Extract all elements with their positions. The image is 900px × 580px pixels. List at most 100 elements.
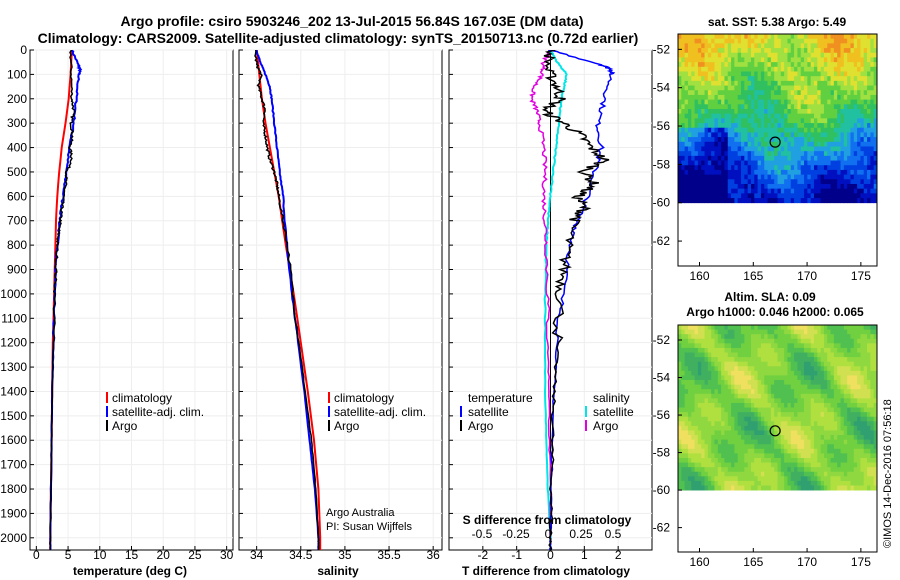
map-cell: [823, 174, 828, 180]
map-cell: [697, 38, 702, 44]
map-cell: [794, 48, 798, 54]
map-cell: [754, 448, 758, 454]
map-cell: [777, 71, 782, 77]
map-cell: [800, 398, 805, 404]
map-cell: [721, 141, 725, 147]
map-cell: [701, 165, 705, 171]
map-cell: [810, 471, 815, 477]
map-cell: [767, 407, 772, 413]
map-cell: [684, 425, 689, 431]
map-cell: [813, 62, 818, 68]
map-cell: [850, 151, 855, 157]
map-cell: [797, 90, 802, 96]
map-cell: [867, 398, 871, 404]
map-cell: [744, 361, 749, 367]
map-cell: [843, 90, 848, 96]
map-cell: [870, 425, 875, 431]
map-cell: [813, 151, 818, 157]
map-cell: [827, 66, 831, 72]
map-cell: [830, 127, 835, 133]
map-cell: [840, 174, 845, 180]
map-cell: [684, 118, 689, 124]
map-cell: [757, 193, 762, 199]
map-cell: [734, 384, 739, 390]
salinity-lines: [254, 50, 322, 550]
map-cell: [770, 325, 775, 330]
map-cell: [800, 435, 805, 441]
map-cell: [744, 48, 749, 54]
map-cell: [810, 357, 815, 363]
map-cell: [701, 347, 705, 353]
map-cell: [734, 48, 739, 54]
map-cell: [724, 48, 729, 54]
map-cell: [697, 80, 702, 86]
map-cell: [804, 188, 808, 194]
salinity-argo-difference-line: [529, 50, 552, 550]
sla-map-title-1: Altim. SLA: 0.09: [724, 290, 816, 304]
map-cell: [827, 453, 831, 459]
map-cell: [721, 435, 725, 441]
map-cell: [813, 66, 818, 72]
depth-tick-label: 1900: [0, 506, 27, 520]
map-cell: [860, 118, 865, 124]
map-cell: [827, 104, 831, 110]
map-cell: [691, 146, 695, 152]
map-cell: [817, 375, 822, 381]
map-cell: [870, 43, 875, 49]
map-cell: [817, 334, 822, 340]
map-cell: [737, 357, 742, 363]
map-cell: [823, 485, 828, 491]
map-cell: [707, 430, 712, 436]
map-cell: [807, 343, 812, 349]
map-cell: [807, 137, 812, 143]
map-cell: [797, 76, 802, 82]
map-cell: [833, 402, 838, 408]
map-cell: [691, 352, 695, 358]
map-cell: [774, 34, 778, 40]
map-cell: [711, 48, 715, 54]
map-cell: [754, 127, 758, 133]
map-cell: [843, 76, 848, 82]
map-cell: [691, 329, 695, 335]
map-cell: [727, 352, 732, 358]
map-cell: [714, 334, 719, 340]
map-cell: [790, 198, 795, 204]
map-cell: [694, 85, 699, 91]
map-lon-label: 165: [743, 269, 763, 283]
map-cell: [694, 329, 699, 335]
map-cell: [757, 416, 762, 422]
map-cell: [774, 393, 778, 399]
map-cell: [737, 338, 742, 344]
map-cell: [817, 389, 822, 395]
map-cell: [774, 329, 778, 335]
map-cell: [757, 435, 762, 441]
map-cell: [780, 108, 785, 115]
map-cell: [807, 193, 812, 199]
map-cell: [780, 123, 785, 129]
x-tick-label: 20: [157, 548, 171, 562]
map-cell: [800, 57, 805, 63]
map-cell: [774, 435, 778, 441]
map-cell: [790, 123, 795, 129]
map-cell: [724, 43, 729, 49]
map-cell: [767, 343, 772, 349]
map-cell: [807, 352, 812, 358]
map-cell: [750, 412, 755, 418]
map-cell: [777, 435, 782, 441]
map-cell: [707, 198, 712, 204]
map-cell: [704, 113, 709, 119]
map-cell: [711, 62, 715, 68]
map-cell: [744, 146, 749, 152]
map-cell: [787, 108, 792, 115]
map-cell: [694, 416, 699, 422]
map-cell: [691, 174, 695, 180]
map-cell: [867, 366, 871, 372]
map-cell: [764, 80, 768, 86]
map-cell: [691, 380, 695, 386]
map-cell: [770, 146, 775, 152]
map-cell: [817, 453, 822, 459]
map-cell: [741, 183, 745, 190]
map-cell: [760, 357, 765, 363]
map-cell: [721, 193, 725, 199]
map-cell: [697, 174, 702, 180]
